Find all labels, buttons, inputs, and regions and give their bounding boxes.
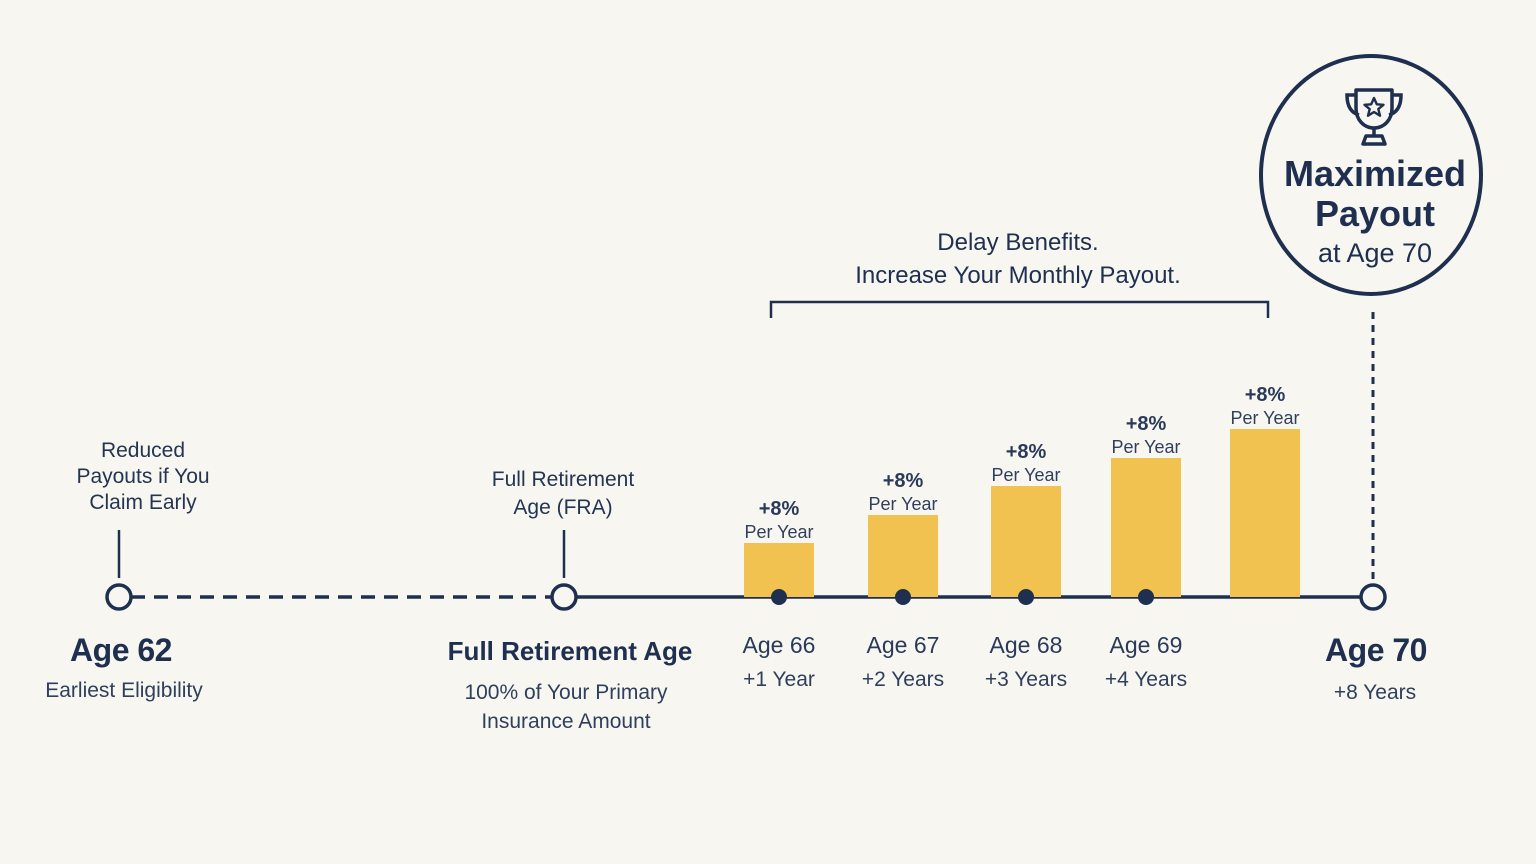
age70-title: Age 70 (1325, 632, 1427, 668)
early-annotation-line: Payouts if You (76, 465, 210, 488)
bar-age-label: Age 69 (1109, 632, 1183, 658)
bar-percent-label: +8% (882, 469, 924, 492)
fra-subtitle-line: Insurance Amount (481, 710, 651, 733)
maximized-payout-badge: Maximized Payout at Age 70 (1259, 54, 1483, 296)
delay-bar (1230, 429, 1300, 597)
bar-per-year-label: Per Year (744, 522, 814, 542)
bar-years-label: +4 Years (1104, 668, 1188, 691)
delay-bar (868, 514, 938, 597)
goal-title-line2: Payout (1314, 193, 1436, 234)
bar-timeline-dot (1018, 589, 1034, 605)
fra-node (550, 583, 578, 611)
delay-bar (744, 543, 814, 597)
early-annotation-line: Reduced (100, 439, 186, 462)
fra-subtitle-line: 100% of Your Primary (464, 681, 668, 704)
fra-annotation: Full Retirement Age (FRA) (492, 466, 634, 522)
age70-subtitle: +8 Years (1333, 681, 1417, 704)
bar-percent-label: +8% (1005, 441, 1047, 463)
age62-title: Age 62 (70, 632, 172, 668)
delay-bar (1111, 457, 1181, 597)
bar-years-label: +3 Years (984, 668, 1068, 691)
early-claim-annotation: Reduced Payouts if You Claim Early (76, 438, 209, 516)
bar-percent-label: +8% (1244, 384, 1286, 406)
early-annotation-line: Claim Early (89, 491, 197, 514)
fra-annotation-line: Full Retirement (491, 468, 635, 491)
fra-annotation-line: Age (FRA) (513, 496, 613, 519)
delay-bar (991, 486, 1061, 597)
bar-age-label: Age 68 (989, 632, 1063, 658)
bar-timeline-dot (771, 589, 787, 605)
bar-age-label: Age 67 (866, 632, 940, 658)
bar-percent-label: +8% (758, 498, 800, 520)
delay-benefits-header: Delay Benefits. Increase Your Monthly Pa… (855, 226, 1181, 292)
fra-subtitle: 100% of Your Primary Insurance Amount (464, 678, 667, 736)
delay-bracket (769, 300, 1270, 318)
bar-per-year-label: Per Year (991, 465, 1061, 485)
bar-per-year-label: Per Year (1230, 408, 1300, 428)
fra-title: Full Retirement Age (447, 636, 693, 666)
bar-age-label: Age 66 (742, 632, 816, 658)
age70-node (1359, 583, 1387, 611)
trophy-icon (1345, 88, 1403, 146)
goal-subtitle: at Age 70 (1317, 238, 1433, 268)
bar-per-year-label: Per Year (1111, 436, 1181, 457)
age62-subtitle: Earliest Eligibility (45, 679, 203, 702)
bar-percent-label: +8% (1125, 412, 1167, 435)
bar-timeline-dot (895, 589, 911, 605)
bar-timeline-dot (1138, 589, 1154, 605)
bar-years-label: +2 Years (861, 668, 945, 691)
age62-node (105, 583, 133, 611)
delay-header-line: Delay Benefits. (937, 229, 1099, 256)
goal-title-line1: Maximized (1283, 153, 1467, 194)
bar-per-year-label: Per Year (868, 493, 938, 514)
bar-years-label: +1 Year (743, 668, 815, 691)
delay-header-line: Increase Your Monthly Payout. (855, 262, 1181, 289)
